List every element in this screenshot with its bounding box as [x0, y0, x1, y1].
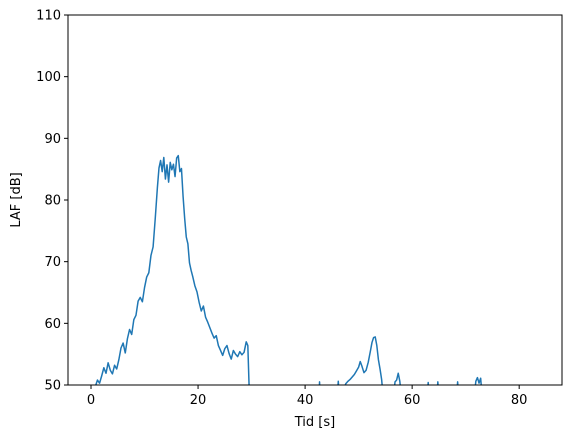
plot-frame: [67, 14, 563, 386]
plot-background: [68, 15, 562, 385]
y-tick-label: 50: [44, 379, 61, 394]
series-layer: [95, 154, 482, 385]
y-tick-label: 90: [44, 132, 61, 147]
x-tick-label: 0: [87, 393, 95, 408]
series-line: [95, 154, 482, 385]
x-tick-label: 40: [297, 393, 314, 408]
y-axis-label: LAF [dB]: [9, 172, 24, 227]
y-ticks: 50 60 70 80 90 100 110: [36, 9, 68, 394]
y-tick-label: 100: [36, 70, 61, 85]
y-tick-label: 70: [44, 255, 61, 270]
x-ticks: 0 20 40 60 80: [87, 385, 528, 408]
x-tick-label: 20: [190, 393, 207, 408]
y-tick-label: 80: [44, 194, 61, 209]
y-tick-label: 60: [44, 317, 61, 332]
y-tick-label: 110: [36, 9, 61, 24]
x-tick-label: 80: [511, 393, 528, 408]
x-tick-label: 60: [404, 393, 421, 408]
x-axis-label: Tid [s]: [294, 415, 335, 430]
